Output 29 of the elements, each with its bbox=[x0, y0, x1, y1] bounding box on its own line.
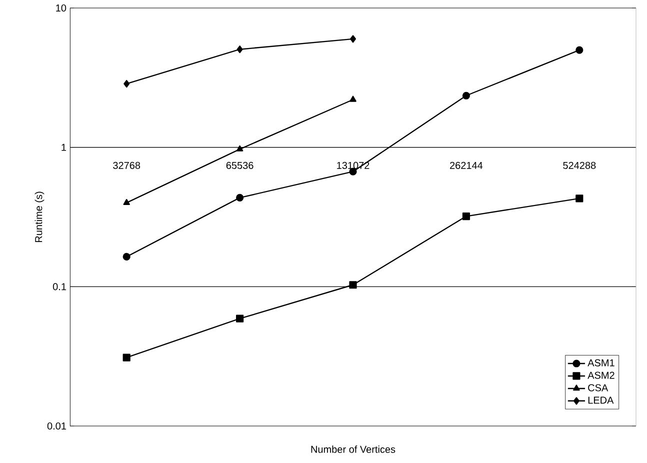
point bbox=[236, 46, 243, 54]
y-axis-title: Runtime (s) bbox=[34, 192, 44, 242]
legend-label: LEDA bbox=[588, 396, 614, 404]
y-tick-label: 1 bbox=[62, 144, 66, 151]
point bbox=[349, 281, 357, 289]
point bbox=[350, 35, 356, 43]
point bbox=[236, 145, 244, 152]
y-tick-label: 0.01 bbox=[47, 422, 66, 430]
point bbox=[462, 92, 470, 100]
point bbox=[576, 194, 584, 202]
point bbox=[122, 354, 130, 362]
point bbox=[350, 96, 356, 102]
x-tick-label: 65536 bbox=[226, 162, 254, 169]
y-tick-label: 0.1 bbox=[52, 283, 66, 290]
point bbox=[122, 252, 130, 261]
point bbox=[124, 80, 130, 88]
x-axis-title: Number of Vertices bbox=[311, 446, 396, 453]
point bbox=[576, 46, 584, 54]
y-tick-label: 10 bbox=[56, 4, 66, 12]
point bbox=[462, 212, 470, 220]
point bbox=[123, 198, 130, 205]
x-tick-label: 524288 bbox=[563, 162, 596, 169]
point bbox=[236, 314, 244, 322]
point bbox=[236, 194, 244, 202]
legend-label: ASM1 bbox=[588, 359, 614, 366]
legend-label: CSA bbox=[588, 384, 608, 392]
x-tick-label: 32768 bbox=[113, 162, 140, 169]
x-tick-label: 262144 bbox=[450, 162, 483, 169]
legend-label: ASM2 bbox=[588, 372, 614, 379]
